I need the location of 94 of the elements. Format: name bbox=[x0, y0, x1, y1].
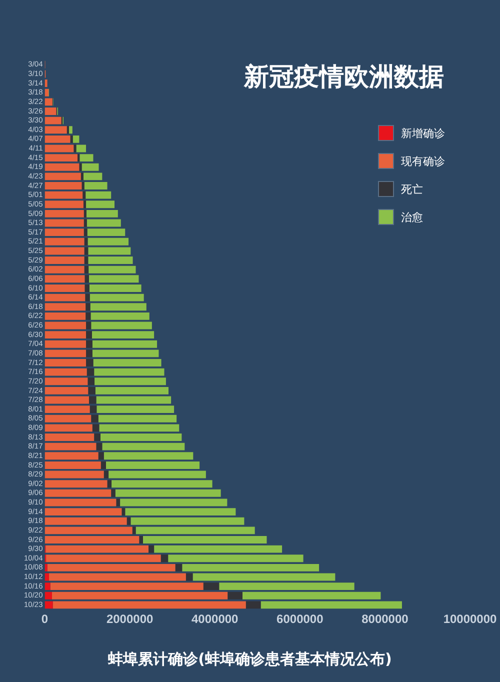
bar bbox=[84, 256, 88, 264]
bar bbox=[142, 536, 267, 544]
bar bbox=[90, 312, 150, 320]
bar bbox=[44, 322, 86, 330]
bar bbox=[44, 396, 89, 404]
bar bbox=[116, 498, 120, 506]
bar bbox=[125, 508, 236, 516]
bar bbox=[246, 601, 261, 609]
bar bbox=[148, 545, 154, 553]
bar bbox=[74, 144, 76, 152]
bar bbox=[44, 182, 82, 190]
bar bbox=[84, 219, 87, 227]
bar bbox=[44, 359, 86, 366]
bar bbox=[82, 182, 84, 190]
bar bbox=[44, 312, 86, 320]
bar bbox=[86, 312, 91, 320]
bar bbox=[44, 256, 84, 264]
bar bbox=[44, 536, 140, 544]
bar bbox=[80, 154, 94, 162]
bar bbox=[84, 210, 86, 218]
bar bbox=[96, 396, 172, 404]
bar bbox=[139, 536, 143, 544]
text: 蚌埠累计确诊(蚌埠确诊患者基本情况公布) bbox=[106, 650, 393, 669]
bar bbox=[203, 582, 220, 590]
bar bbox=[44, 434, 94, 441]
bar bbox=[90, 406, 97, 414]
bar bbox=[219, 582, 354, 590]
bar bbox=[44, 284, 85, 292]
bar bbox=[44, 154, 78, 162]
bar bbox=[70, 135, 73, 143]
bar bbox=[72, 135, 80, 143]
bar bbox=[94, 434, 100, 441]
bar bbox=[49, 573, 186, 581]
bar bbox=[186, 573, 193, 581]
bar bbox=[86, 210, 118, 218]
x-tick-label: 2000000 bbox=[106, 612, 154, 626]
bar bbox=[86, 322, 92, 330]
x-tick-label: 10000000 bbox=[443, 612, 498, 626]
legend-label: 死亡 bbox=[401, 182, 423, 196]
bar bbox=[192, 573, 336, 581]
bar bbox=[132, 526, 136, 534]
bar bbox=[100, 434, 182, 441]
bar bbox=[182, 564, 320, 572]
x-tick-label: 0 bbox=[41, 612, 48, 626]
bar bbox=[66, 126, 70, 134]
bar bbox=[95, 386, 169, 394]
bar bbox=[175, 564, 182, 572]
bar bbox=[89, 284, 142, 292]
bar bbox=[44, 564, 48, 572]
bar bbox=[47, 564, 176, 572]
bar bbox=[44, 406, 90, 414]
bar bbox=[96, 406, 174, 414]
bar bbox=[84, 284, 90, 292]
legend-label: 治愈 bbox=[401, 210, 423, 224]
bar bbox=[44, 210, 84, 218]
bar bbox=[44, 228, 84, 236]
bar bbox=[44, 461, 101, 469]
bar bbox=[88, 396, 96, 404]
bar bbox=[87, 228, 126, 236]
bar bbox=[160, 554, 168, 562]
x-tick-label: 8000000 bbox=[362, 612, 409, 626]
bar bbox=[44, 582, 50, 590]
bar bbox=[122, 508, 126, 516]
bar bbox=[44, 108, 56, 115]
bar bbox=[69, 126, 72, 134]
bar bbox=[86, 219, 121, 227]
bar bbox=[44, 508, 122, 516]
bar bbox=[44, 219, 84, 227]
bar bbox=[111, 489, 116, 497]
bar bbox=[44, 386, 88, 394]
bar bbox=[88, 386, 96, 394]
bar bbox=[88, 256, 133, 264]
bar bbox=[126, 517, 131, 525]
bar bbox=[44, 144, 74, 152]
bar bbox=[106, 461, 200, 469]
bar bbox=[50, 582, 204, 590]
bar bbox=[44, 331, 86, 339]
bar bbox=[228, 592, 242, 600]
bar bbox=[84, 182, 108, 190]
bar bbox=[100, 461, 106, 469]
bar bbox=[92, 331, 154, 339]
bar bbox=[44, 80, 48, 88]
bar bbox=[84, 228, 88, 236]
bar bbox=[86, 359, 94, 366]
legend-label: 新增确诊 bbox=[401, 126, 445, 140]
x-tick-label: 4000000 bbox=[192, 612, 239, 626]
chart-title: 新冠疫情欧洲数据 bbox=[244, 61, 444, 93]
bar bbox=[91, 322, 152, 330]
bar bbox=[86, 331, 92, 339]
x-tick-label: 6000000 bbox=[276, 612, 324, 626]
legend-label: 现有确诊 bbox=[401, 154, 445, 168]
bar bbox=[76, 144, 86, 152]
bar bbox=[93, 359, 162, 366]
bar bbox=[44, 135, 70, 143]
